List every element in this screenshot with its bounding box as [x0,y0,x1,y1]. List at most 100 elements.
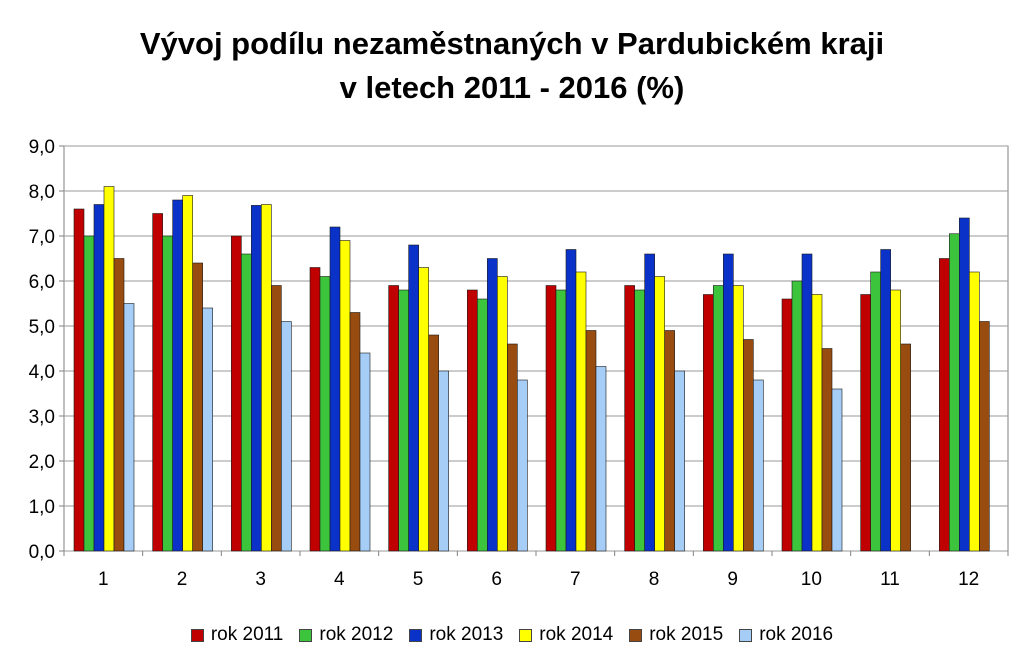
bar-rok-2013-cat-7 [565,249,577,552]
bar-rok-2016-cat-3 [281,321,292,552]
y-tick-label: 3,0 [29,407,55,428]
bar-rok-2011-cat-2 [152,213,163,552]
bar-rok-2011-cat-12 [939,258,950,552]
bar-rok-2013-cat-6 [487,258,498,552]
bar-rok-2012-cat-1 [83,235,95,552]
legend-label: rok 2013 [429,624,504,645]
bar-rok-2015-cat-3 [271,285,282,552]
y-tick-label: 4,0 [29,362,55,383]
x-tick-label: 2 [177,569,188,590]
bar-rok-2011-cat-9 [703,294,714,552]
legend-label: rok 2015 [649,624,724,645]
bar-rok-2011-cat-4 [309,267,321,552]
bar-rok-2014-cat-1 [103,186,115,552]
bar-rok-2015-cat-11 [900,343,911,552]
bar-rok-2013-cat-11 [880,249,891,552]
bar-rok-2016-cat-10 [831,388,843,552]
bar-rok-2015-cat-4 [349,312,361,552]
legend-swatch [519,628,533,642]
bar-rok-2011-cat-7 [545,285,557,552]
y-tick-label: 2,0 [29,452,55,473]
y-tick-label: 7,0 [29,227,55,248]
legend-label: rok 2014 [539,624,614,645]
legend-swatch [409,628,423,642]
y-tick-label: 6,0 [29,272,55,293]
x-tick-label: 8 [649,569,660,590]
bar-rok-2012-cat-12 [949,233,960,552]
x-tick-label: 6 [491,569,502,590]
chart-title-line-1: Vývoj podílu nezaměstnaných v Pardubické… [139,26,885,61]
bar-rok-2012-cat-7 [555,289,567,552]
bar-rok-2015-cat-5 [428,334,439,552]
x-tick-label: 4 [334,569,345,590]
bar-rok-2015-cat-2 [192,262,203,552]
bar-rok-2011-cat-1 [73,208,85,552]
bar-rok-2011-cat-8 [624,285,635,552]
bar-rok-2011-cat-3 [231,235,242,552]
bar-rok-2012-cat-3 [241,253,252,552]
bar-rok-2012-cat-4 [319,276,331,552]
y-tick-label: 9,0 [29,137,55,158]
bar-rok-2014-cat-10 [811,294,823,552]
x-tick-label: 1 [98,569,109,590]
legend-item: rok 2014 [519,624,613,646]
legend-item: rok 2016 [739,624,833,646]
bar-rok-2013-cat-9 [723,253,734,552]
bar-rok-2014-cat-12 [969,271,980,552]
plot-area [63,145,1009,552]
x-tick-label: 3 [255,569,266,590]
legend-item: rok 2013 [409,624,503,646]
bar-rok-2011-cat-10 [781,298,793,552]
bar-rok-2012-cat-8 [634,289,645,552]
bar-rok-2012-cat-11 [870,271,881,552]
y-tick-label: 8,0 [29,182,55,203]
y-tick-label: 1,0 [29,497,55,518]
bar-rok-2013-cat-3 [251,205,262,552]
legend-swatch [190,628,204,642]
x-tick-label: 11 [880,569,900,590]
bar-rok-2011-cat-6 [467,289,478,552]
bar-rok-2015-cat-9 [743,339,754,552]
bar-rok-2014-cat-8 [654,276,665,552]
legend-label: rok 2012 [319,624,394,645]
y-tick-label: 0,0 [29,542,55,563]
x-tick-label: 5 [413,569,424,590]
legend-item: rok 2015 [629,624,723,646]
bar-rok-2014-cat-6 [497,276,508,552]
bar-rok-2015-cat-7 [585,330,597,552]
legend-item: rok 2011 [190,624,283,646]
bar-rok-2012-cat-10 [791,280,803,552]
bar-rok-2016-cat-2 [202,307,213,552]
bar-rok-2014-cat-5 [418,267,429,552]
legend-swatch [299,628,313,642]
bar-rok-2015-cat-12 [979,321,990,552]
bar-rok-2014-cat-7 [575,271,587,552]
legend-label: rok 2016 [759,624,834,645]
bar-rok-2014-cat-2 [182,195,193,552]
x-tick-label: 12 [958,569,979,590]
bar-rok-2016-cat-9 [753,379,764,552]
bar-rok-2014-cat-9 [733,285,744,552]
bar-rok-2011-cat-11 [860,294,871,552]
legend-item: rok 2012 [299,624,393,646]
bar-rok-2016-cat-1 [123,303,135,552]
legend-swatch [629,628,643,642]
bar-rok-2013-cat-4 [329,226,341,552]
bar-rok-2012-cat-6 [477,298,488,552]
bar-rok-2014-cat-11 [890,289,901,552]
bar-rok-2016-cat-8 [674,370,685,552]
bar-rok-2012-cat-9 [713,285,724,552]
bar-rok-2013-cat-5 [408,244,419,552]
bar-rok-2015-cat-8 [664,330,675,552]
x-tick-label: 10 [801,569,822,590]
bar-rok-2016-cat-6 [517,379,528,552]
y-tick-label: 5,0 [29,317,55,338]
bar-rok-2012-cat-2 [162,235,173,552]
bar-rok-2013-cat-1 [93,204,105,552]
bar-rok-2014-cat-3 [261,204,272,552]
bar-rok-2016-cat-4 [359,352,371,552]
bar-rok-2016-cat-7 [595,366,607,552]
bar-rok-2013-cat-2 [172,199,183,552]
bar-rok-2013-cat-12 [959,217,970,552]
x-tick-label: 9 [727,569,738,590]
